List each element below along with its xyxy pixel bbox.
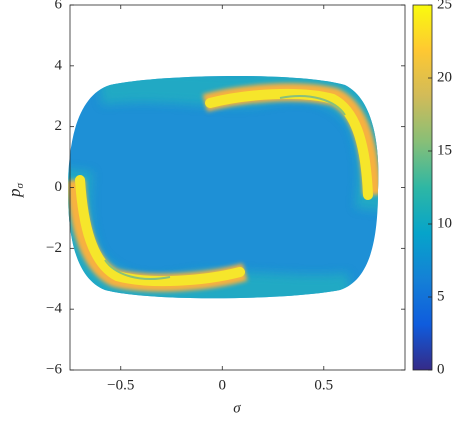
- x-tick-label: 0: [219, 377, 227, 393]
- x-axis-label: σ: [233, 400, 241, 416]
- y-tick-label: 2: [55, 118, 63, 134]
- colorbar: [412, 4, 433, 371]
- y-tick-label: 4: [55, 57, 63, 73]
- colorbar-tick-label: 15: [437, 142, 452, 158]
- colorbar-tick-label: 0: [437, 361, 445, 377]
- colorbar-tick-label: 25: [437, 0, 452, 12]
- bands: [68, 75, 379, 299]
- y-tick-label: −4: [46, 301, 62, 317]
- colorbar-tick-label: 5: [437, 288, 445, 304]
- y-tick-label: −6: [46, 361, 62, 377]
- x-tick-label: −0.5: [107, 377, 134, 393]
- y-label-sub: σ: [14, 182, 26, 188]
- y-label-main: p: [5, 188, 24, 198]
- field: [68, 75, 379, 299]
- region: [68, 75, 379, 299]
- x-tick-label: 0.5: [314, 377, 333, 393]
- colorbar-tick-label: 10: [437, 215, 452, 231]
- y-tick-label: −2: [46, 240, 62, 256]
- colorbar-tick-label: 20: [437, 69, 452, 85]
- y-axis-label: pσ: [5, 182, 26, 198]
- y-tick-label: 0: [55, 179, 63, 195]
- y-tick-label: 6: [55, 0, 63, 12]
